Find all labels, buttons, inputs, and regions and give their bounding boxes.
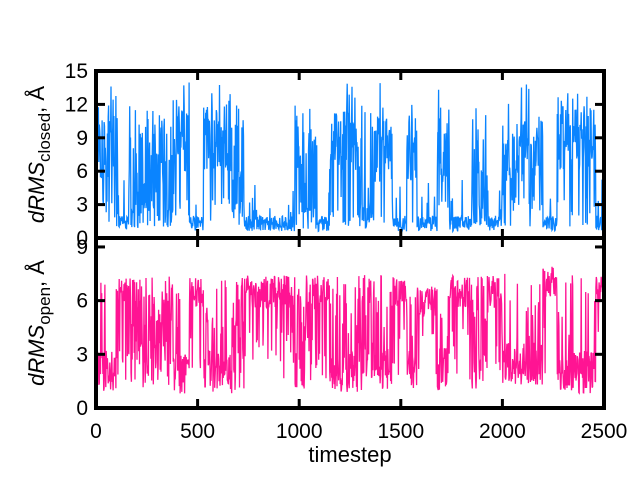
bottom-y-tick-label: 0: [76, 397, 88, 420]
top-y-axis-label: dRMSclosed, Å: [24, 86, 54, 223]
bottom-panel: 0 3 6 9 0 500 1000 1500 2000 2500 dRMSopen, Å times…: [24, 236, 627, 467]
x-axis-label: timestep: [308, 442, 391, 467]
top-y-label-unit: , Å: [24, 86, 49, 113]
top-y-label-main: dRMS: [24, 162, 49, 223]
top-y-tick-label: 9: [76, 127, 88, 150]
x-tick-label: 2000: [479, 420, 526, 443]
x-tick-label: 500: [180, 420, 215, 443]
top-series-line: [96, 82, 604, 234]
top-panel: 0 3 6 9 12 15 dRMSclosed, Å: [24, 60, 606, 250]
top-y-tick-label: 12: [65, 93, 88, 116]
bottom-series-line: [96, 266, 604, 395]
bottom-y-label-unit: , Å: [24, 260, 49, 287]
top-y-tick-label: 0: [76, 227, 88, 250]
bottom-y-label-sub: open: [35, 287, 54, 325]
top-y-tick-label: 6: [76, 160, 88, 183]
x-tick-label: 1500: [377, 420, 424, 443]
bottom-y-tick-label: 3: [76, 343, 88, 366]
top-y-tick-label: 15: [65, 60, 88, 83]
top-y-tick-label: 3: [76, 194, 88, 217]
x-tick-label: 1000: [276, 420, 323, 443]
x-tick-label: 2500: [581, 420, 628, 443]
bottom-y-label-main: dRMS: [24, 324, 49, 385]
top-y-label-sub: closed: [35, 113, 54, 162]
x-tick-label: 0: [90, 420, 102, 443]
bottom-y-axis-label: dRMSopen, Å: [24, 260, 54, 386]
bottom-plot-frame: [94, 236, 606, 410]
bottom-y-tick-label: 9: [76, 236, 88, 259]
bottom-y-tick-label: 6: [76, 290, 88, 313]
